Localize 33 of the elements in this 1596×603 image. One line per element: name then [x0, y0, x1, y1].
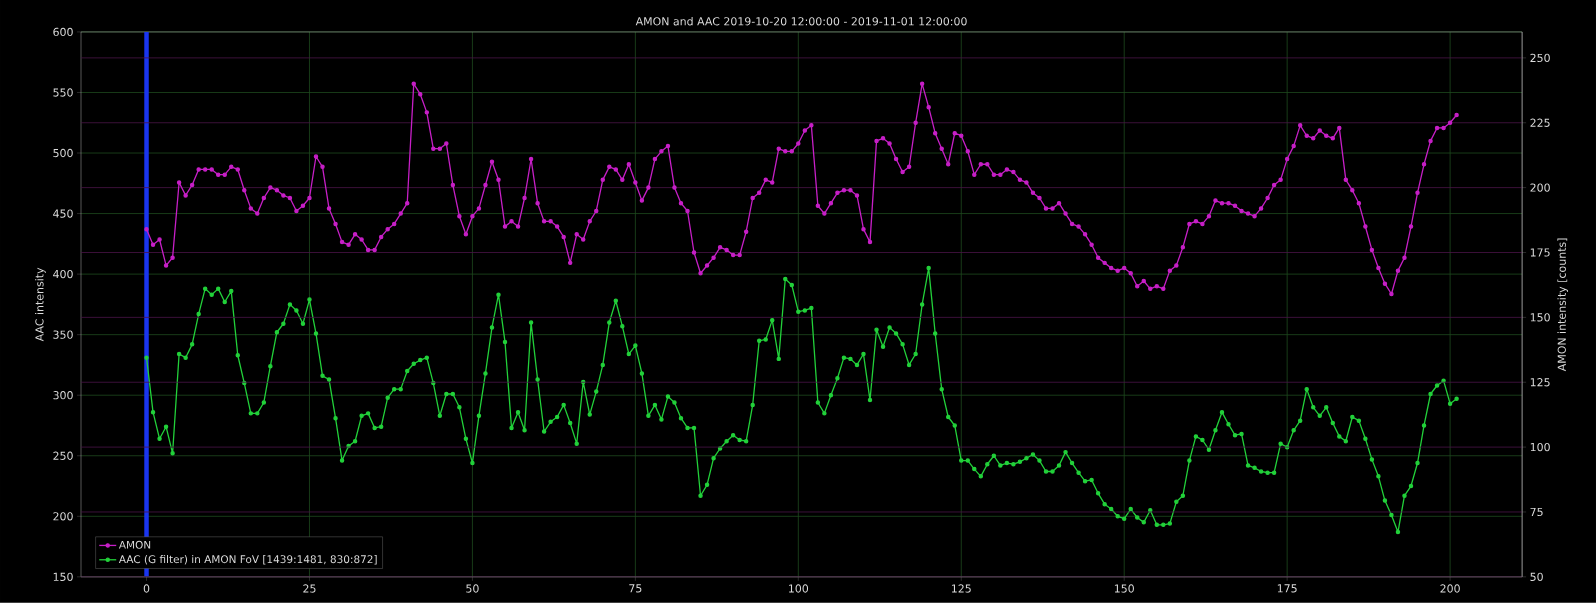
x-tick-label: 200: [1440, 584, 1460, 593]
y-tick-label: 200: [53, 512, 73, 521]
y2-tick-label: 150: [1530, 313, 1550, 322]
x-tick-label: 150: [1114, 584, 1134, 593]
y2-tick-label: 75: [1530, 508, 1543, 517]
x-tick-label: 175: [1277, 584, 1297, 593]
x-tick-label: 75: [629, 584, 642, 593]
y2-tick-label: 250: [1530, 53, 1550, 63]
y-tick-label: 500: [53, 148, 73, 158]
x-tick-label: 125: [951, 584, 971, 593]
y-tick-label: 250: [53, 451, 73, 460]
y-tick-label: 400: [53, 270, 73, 279]
legend-label: AMON: [118, 540, 151, 549]
y2-tick-label: 225: [1530, 118, 1550, 127]
y-tick-label: 600: [53, 27, 73, 37]
y-tick-label: 150: [53, 572, 73, 582]
legend-label: AAC (G filter) in AMON FoV [1439:1481, 830:872]: [118, 555, 377, 565]
x-tick-label: 0: [143, 584, 150, 593]
y2-tick-label: 200: [1530, 183, 1550, 192]
y2-tick-label: 50: [1530, 572, 1543, 582]
x-tick-label: 25: [303, 584, 316, 593]
y2-tick-label: 125: [1530, 378, 1550, 387]
y-axis-title: AAC intensity: [35, 267, 46, 342]
y-tick-label: 300: [53, 391, 73, 400]
x-tick-label: 50: [466, 584, 479, 593]
y-tick-label: 550: [53, 88, 73, 97]
x-tick-label: 100: [789, 584, 809, 593]
y-tick-label: 350: [53, 330, 73, 339]
y2-tick-label: 175: [1530, 248, 1550, 257]
y2-axis-title: AMON intensity [counts]: [1557, 238, 1569, 372]
chart-title: AMON and AAC 2019-10-20 12:00:00 - 2019-11-01 12:00:00: [635, 17, 967, 26]
y2-tick-label: 100: [1530, 443, 1550, 452]
y-tick-label: 450: [53, 209, 73, 218]
